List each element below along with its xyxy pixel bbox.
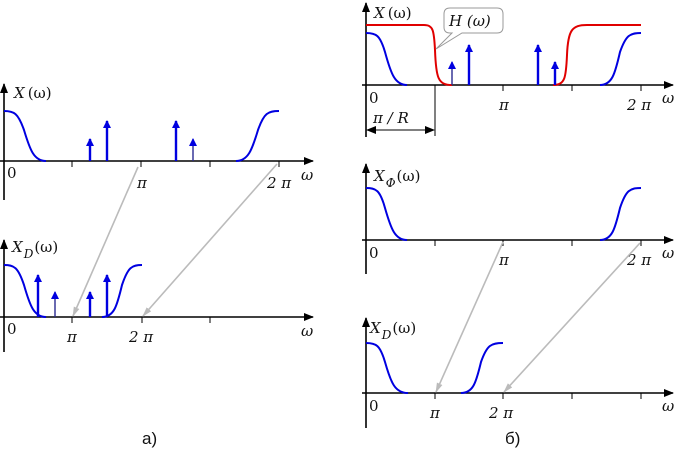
spectrum-lobe-left [365,187,408,241]
cutoff-label: π / R [372,109,409,127]
tick-label-pi: π [429,404,441,422]
panel-b-bottom-plot: XD(ω) 0 π 2 π ω [362,317,674,428]
filter-label: H (ω) [448,12,491,30]
spectrum-lobe-right [101,264,143,318]
panel-b-top-plot: H (ω) π / R X (ω) 0 π 2 π ω [362,2,674,137]
tick-label-2pi: 2 π [626,96,652,114]
tick-label-0: 0 [7,164,17,182]
y-axis-label: XD(ω) [369,319,416,342]
tick-label-2pi: 2 π [266,174,292,192]
y-axis-label: XΦ(ω) [373,167,420,190]
tick-label-pi: π [136,174,148,192]
mapping-arrow-pi [435,241,504,393]
tick-label-pi: π [498,251,510,269]
y-axis-label: X (ω) [13,84,52,102]
caption-a: а) [142,429,157,448]
filter-response-right [552,24,641,86]
spectrum-lobe-right [599,187,642,241]
panel-b-middle-plot: XΦ(ω) 0 π 2 π ω [362,163,674,274]
spectrum-lobe-left [365,342,409,394]
mapping-arrow-2pi [503,242,641,393]
x-axis-label: ω [662,397,674,415]
tick-label-0: 0 [369,397,379,415]
x-ticks [71,161,280,167]
spectrum-lobe-left [3,110,47,162]
x-axis-label: ω [301,322,313,340]
tick-label-pi: π [498,96,510,114]
x-axis-label: ω [301,166,313,184]
tick-label-2pi: 2 π [128,328,154,346]
spectrum-lobe-right [599,32,642,86]
tick-label-0: 0 [7,320,17,338]
tick-label-0: 0 [369,244,379,262]
x-ticks [434,240,642,246]
x-ticks [434,393,642,399]
y-axis-label: XD(ω) [11,238,58,261]
spectrum-lobe-right [235,110,280,162]
tick-label-pi: π [66,328,78,346]
spectrum-lobe-left [365,32,408,86]
panel-a-bottom-plot: XD(ω) 0 π 2 π ω [0,238,314,352]
tick-label-2pi: 2 π [626,251,652,269]
tick-label-2pi: 2 π [488,404,514,422]
y-axis-label: X (ω) [373,4,412,22]
spectrum-lobe-right [460,342,504,394]
x-ticks [71,317,211,323]
x-axis-label: ω [662,89,674,107]
filter-response-left [366,24,453,86]
caption-b: б) [505,429,520,448]
mapping-arrow-2pi [142,163,278,317]
filter-callout: H (ω) [435,7,504,50]
mapping-arrow-pi [72,166,139,317]
tick-label-0: 0 [369,89,379,107]
x-ticks [502,85,642,91]
panel-a-top-plot: X (ω) 0 π 2 π ω [0,83,314,200]
spectrum-lobe-left [3,264,47,318]
x-axis-label: ω [662,244,674,262]
